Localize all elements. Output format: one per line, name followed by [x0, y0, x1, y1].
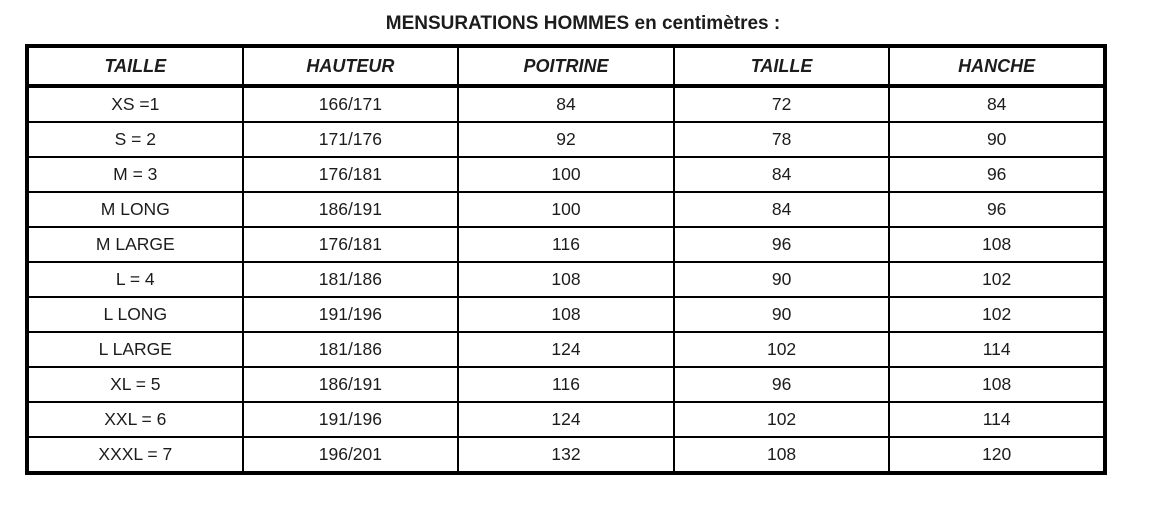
table-cell: 166/171 — [241, 85, 460, 123]
table-cell: XS =1 — [26, 85, 244, 123]
table-cell: 186/191 — [241, 366, 460, 403]
table-cell: 90 — [672, 261, 891, 298]
table-cell: 181/186 — [241, 261, 460, 298]
table-cell: 191/196 — [241, 296, 460, 333]
mens-measurements-table: TAILLE HAUTEUR POITRINE TAILLE HANCHE XS =1 1… — [25, 44, 1107, 475]
table-row: XS =1 166/171 84 72 84 — [26, 85, 1106, 123]
table-cell: 186/191 — [241, 191, 460, 228]
table-cell: 196/201 — [241, 436, 460, 474]
table-cell: 102 — [672, 331, 891, 368]
table-cell: 102 — [888, 261, 1106, 298]
column-header: TAILLE — [672, 45, 891, 88]
table-cell: 114 — [888, 401, 1106, 438]
table-cell: 84 — [672, 156, 891, 193]
column-header: HANCHE — [888, 45, 1106, 88]
table-cell: 108 — [457, 261, 675, 298]
table-cell: 90 — [888, 121, 1106, 158]
table-header: TAILLE HAUTEUR POITRINE TAILLE HANCHE — [26, 45, 1106, 88]
table-cell: 78 — [672, 121, 891, 158]
table-cell: 84 — [672, 191, 891, 228]
table-cell: 132 — [457, 436, 675, 474]
table-cell: M LARGE — [26, 226, 244, 263]
table-cell: 100 — [457, 156, 675, 193]
table-cell: 120 — [888, 436, 1106, 474]
column-header: TAILLE — [26, 45, 244, 88]
table-cell: L LARGE — [26, 331, 244, 368]
table-cell: L LONG — [26, 296, 244, 333]
table-cell: M LONG — [26, 191, 244, 228]
table-cell: XXXL = 7 — [26, 436, 244, 474]
table-cell: 124 — [457, 331, 675, 368]
table-cell: 96 — [888, 191, 1106, 228]
table-cell: 114 — [888, 331, 1106, 368]
table-cell: 84 — [888, 85, 1106, 123]
table-cell: 116 — [457, 226, 675, 263]
table-cell: 100 — [457, 191, 675, 228]
table-row: L LARGE 181/186 124 102 114 — [26, 331, 1106, 368]
table-cell: M = 3 — [26, 156, 244, 193]
table-cell: 108 — [672, 436, 891, 474]
table-row: XXL = 6 191/196 124 102 114 — [26, 401, 1106, 438]
table-cell: 171/176 — [241, 121, 460, 158]
table-cell: 96 — [672, 226, 891, 263]
table-cell: 176/181 — [241, 226, 460, 263]
table-row: XL = 5 186/191 116 96 108 — [26, 366, 1106, 403]
header-row: TAILLE HAUTEUR POITRINE TAILLE HANCHE — [26, 45, 1106, 88]
table-body: XS =1 166/171 84 72 84 S = 2 171/176 92 78 90 M = … — [26, 85, 1106, 474]
table-cell: 108 — [888, 366, 1106, 403]
table-cell: XL = 5 — [26, 366, 244, 403]
table-cell: XXL = 6 — [26, 401, 244, 438]
table-cell: 96 — [888, 156, 1106, 193]
table-row: S = 2 171/176 92 78 90 — [26, 121, 1106, 158]
table-cell: 96 — [672, 366, 891, 403]
table-row: M LARGE 176/181 116 96 108 — [26, 226, 1106, 263]
table-cell: 102 — [888, 296, 1106, 333]
table-cell: 92 — [457, 121, 675, 158]
column-header: POITRINE — [457, 45, 675, 88]
table-cell: 102 — [672, 401, 891, 438]
table-cell: 181/186 — [241, 331, 460, 368]
table-cell: 84 — [457, 85, 675, 123]
table-row: L LONG 191/196 108 90 102 — [26, 296, 1106, 333]
table-cell: 116 — [457, 366, 675, 403]
column-header: HAUTEUR — [241, 45, 460, 88]
table-row: M = 3 176/181 100 84 96 — [26, 156, 1106, 193]
page-title: MENSURATIONS HOMMES en centimètres : — [385, 13, 781, 34]
table-cell: 108 — [888, 226, 1106, 263]
table-row: XXXL = 7 196/201 132 108 120 — [26, 436, 1106, 474]
table-cell: 124 — [457, 401, 675, 438]
table-cell: 176/181 — [241, 156, 460, 193]
table-cell: 191/196 — [241, 401, 460, 438]
table-row: L = 4 181/186 108 90 102 — [26, 261, 1106, 298]
table-cell: 72 — [672, 85, 891, 123]
table-cell: S = 2 — [26, 121, 244, 158]
table-row: M LONG 186/191 100 84 96 — [26, 191, 1106, 228]
table-cell: L = 4 — [26, 261, 244, 298]
table-cell: 90 — [672, 296, 891, 333]
table-cell: 108 — [457, 296, 675, 333]
